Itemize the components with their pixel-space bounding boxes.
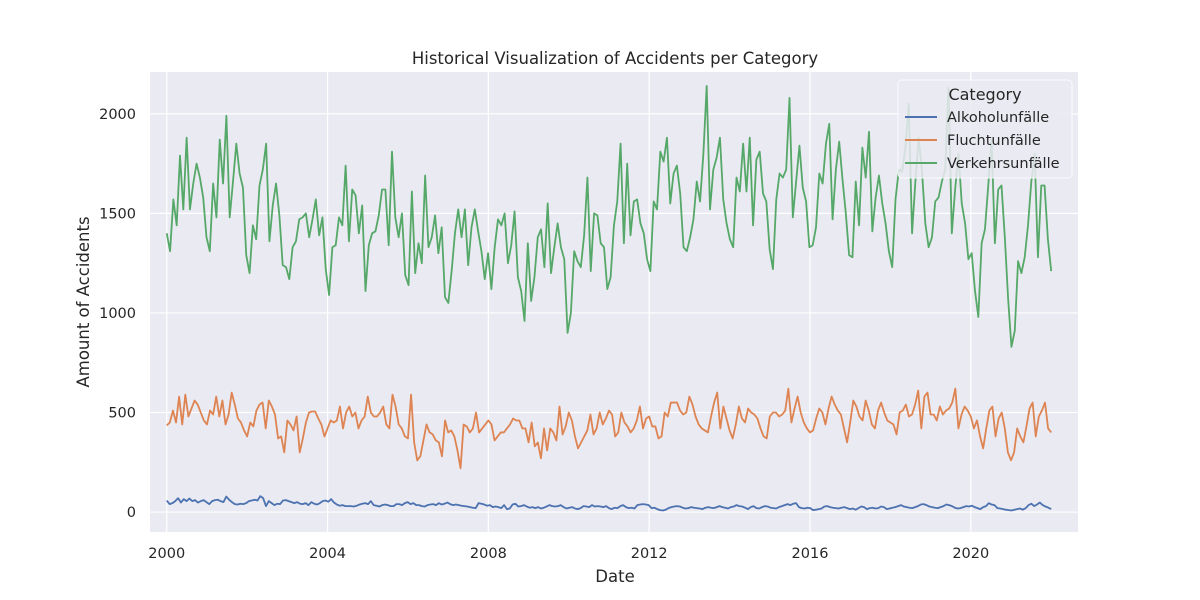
y-tick-label: 0: [127, 505, 136, 521]
legend-label: Fluchtunfälle: [947, 133, 1041, 149]
x-tick-label: 2016: [792, 546, 829, 562]
x-tick-labels: 2000 2004 2008 2012 2016 2020: [148, 546, 989, 562]
x-tick-label: 2012: [631, 546, 668, 562]
x-axis-title: Date: [595, 567, 634, 586]
legend: Category Alkoholunfälle Fluchtunfälle Verk…: [897, 79, 1073, 179]
y-tick-label: 1000: [99, 306, 136, 322]
y-axis-title: Amount of Accidents: [74, 216, 93, 387]
x-tick-label: 2020: [952, 546, 989, 562]
legend-label: Verkehrsunfälle: [947, 156, 1060, 172]
y-tick-labels: 0 500 1000 1500 2000: [99, 107, 136, 521]
series-line-0: [166, 495, 1052, 512]
x-tick-label: 2000: [148, 546, 185, 562]
x-tick-label: 2008: [470, 546, 507, 562]
series-line-1: [166, 387, 1052, 470]
legend-label: Alkoholunfälle: [947, 110, 1049, 126]
x-tick-label: 2004: [309, 546, 346, 562]
legend-box: [897, 79, 1073, 179]
chart-title: Historical Visualization of Accidents pe…: [412, 49, 819, 68]
y-tick-label: 1500: [99, 206, 136, 222]
y-tick-label: 2000: [99, 107, 136, 123]
y-tick-label: 500: [108, 406, 136, 422]
legend-title: Category: [948, 85, 1021, 104]
